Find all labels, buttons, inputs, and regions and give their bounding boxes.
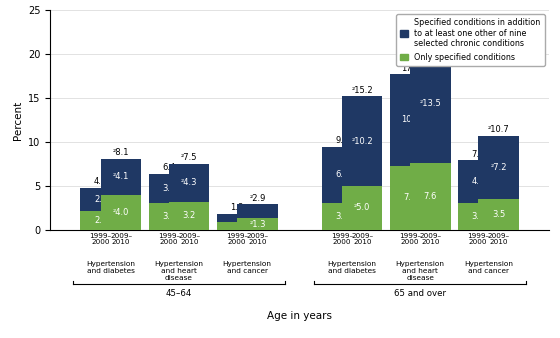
- Bar: [390, 166, 430, 230]
- Bar: [169, 164, 209, 202]
- Bar: [169, 202, 209, 230]
- Text: 45–64: 45–64: [166, 289, 192, 298]
- Bar: [321, 147, 362, 202]
- Bar: [342, 96, 382, 186]
- Text: 10.4: 10.4: [401, 116, 419, 124]
- Text: ²4.0: ²4.0: [113, 208, 129, 217]
- Text: ²4.3: ²4.3: [181, 178, 198, 187]
- Bar: [321, 202, 362, 230]
- Text: 3.1: 3.1: [335, 212, 348, 221]
- Text: 7.6: 7.6: [424, 192, 437, 201]
- Bar: [410, 163, 451, 230]
- Bar: [148, 202, 189, 230]
- Text: Hypertension
and cancer: Hypertension and cancer: [223, 261, 272, 273]
- Legend: Specified conditions in addition
to at least one other of nine
selected chronic : Specified conditions in addition to at l…: [396, 14, 545, 66]
- Bar: [478, 199, 519, 230]
- Bar: [81, 211, 121, 230]
- Text: 2.6: 2.6: [94, 195, 107, 203]
- Text: ²4.1: ²4.1: [113, 172, 129, 181]
- Bar: [458, 203, 498, 230]
- Text: 4.8: 4.8: [94, 177, 107, 186]
- Bar: [101, 195, 141, 230]
- Bar: [458, 161, 498, 203]
- Text: ²5.0: ²5.0: [354, 203, 371, 212]
- Text: 17.7: 17.7: [400, 64, 419, 73]
- Bar: [237, 218, 278, 230]
- Bar: [342, 186, 382, 230]
- Bar: [390, 74, 430, 166]
- Text: ²7.5: ²7.5: [181, 153, 198, 162]
- Text: 65 and over: 65 and over: [394, 289, 446, 298]
- Bar: [81, 188, 121, 211]
- Text: Hypertension
and diabetes: Hypertension and diabetes: [328, 261, 376, 273]
- Text: 1.8: 1.8: [230, 203, 244, 212]
- Y-axis label: Percent: Percent: [13, 100, 22, 140]
- Bar: [217, 222, 257, 230]
- Text: 9.4: 9.4: [335, 137, 348, 145]
- Text: ²13.5: ²13.5: [419, 99, 441, 108]
- Text: Hypertension
and heart
disease: Hypertension and heart disease: [155, 261, 203, 281]
- Text: 3.3: 3.3: [162, 184, 175, 193]
- Text: Hypertension
and heart
disease: Hypertension and heart disease: [396, 261, 445, 281]
- Text: Hypertension
and cancer: Hypertension and cancer: [464, 261, 513, 273]
- Text: Hypertension
and diabetes: Hypertension and diabetes: [86, 261, 136, 273]
- Text: 3.1: 3.1: [162, 212, 175, 221]
- Text: ²10.7: ²10.7: [488, 125, 510, 134]
- Text: ²15.2: ²15.2: [352, 86, 373, 95]
- Text: 7.9: 7.9: [472, 150, 485, 159]
- Text: 6.3: 6.3: [335, 170, 348, 179]
- Bar: [217, 214, 257, 222]
- Bar: [410, 44, 451, 163]
- Text: 7.3: 7.3: [403, 193, 417, 202]
- Text: 3.5: 3.5: [492, 210, 505, 219]
- Text: ²2.9: ²2.9: [249, 194, 265, 202]
- Text: 3.2: 3.2: [183, 211, 196, 220]
- Bar: [148, 174, 189, 202]
- Bar: [237, 204, 278, 218]
- Bar: [101, 159, 141, 195]
- Text: 2.2: 2.2: [94, 216, 107, 225]
- Text: 3.0: 3.0: [472, 212, 485, 221]
- Text: ²10.2: ²10.2: [352, 137, 373, 146]
- Text: ²7.2: ²7.2: [491, 163, 507, 172]
- Text: ²1.3: ²1.3: [249, 220, 265, 228]
- Text: ²8.1: ²8.1: [113, 148, 129, 157]
- Bar: [478, 136, 519, 199]
- Text: Age in years: Age in years: [267, 311, 332, 321]
- Text: 6.4: 6.4: [162, 163, 175, 172]
- Text: ²21.2: ²21.2: [419, 34, 441, 43]
- Text: 4.9: 4.9: [472, 177, 485, 187]
